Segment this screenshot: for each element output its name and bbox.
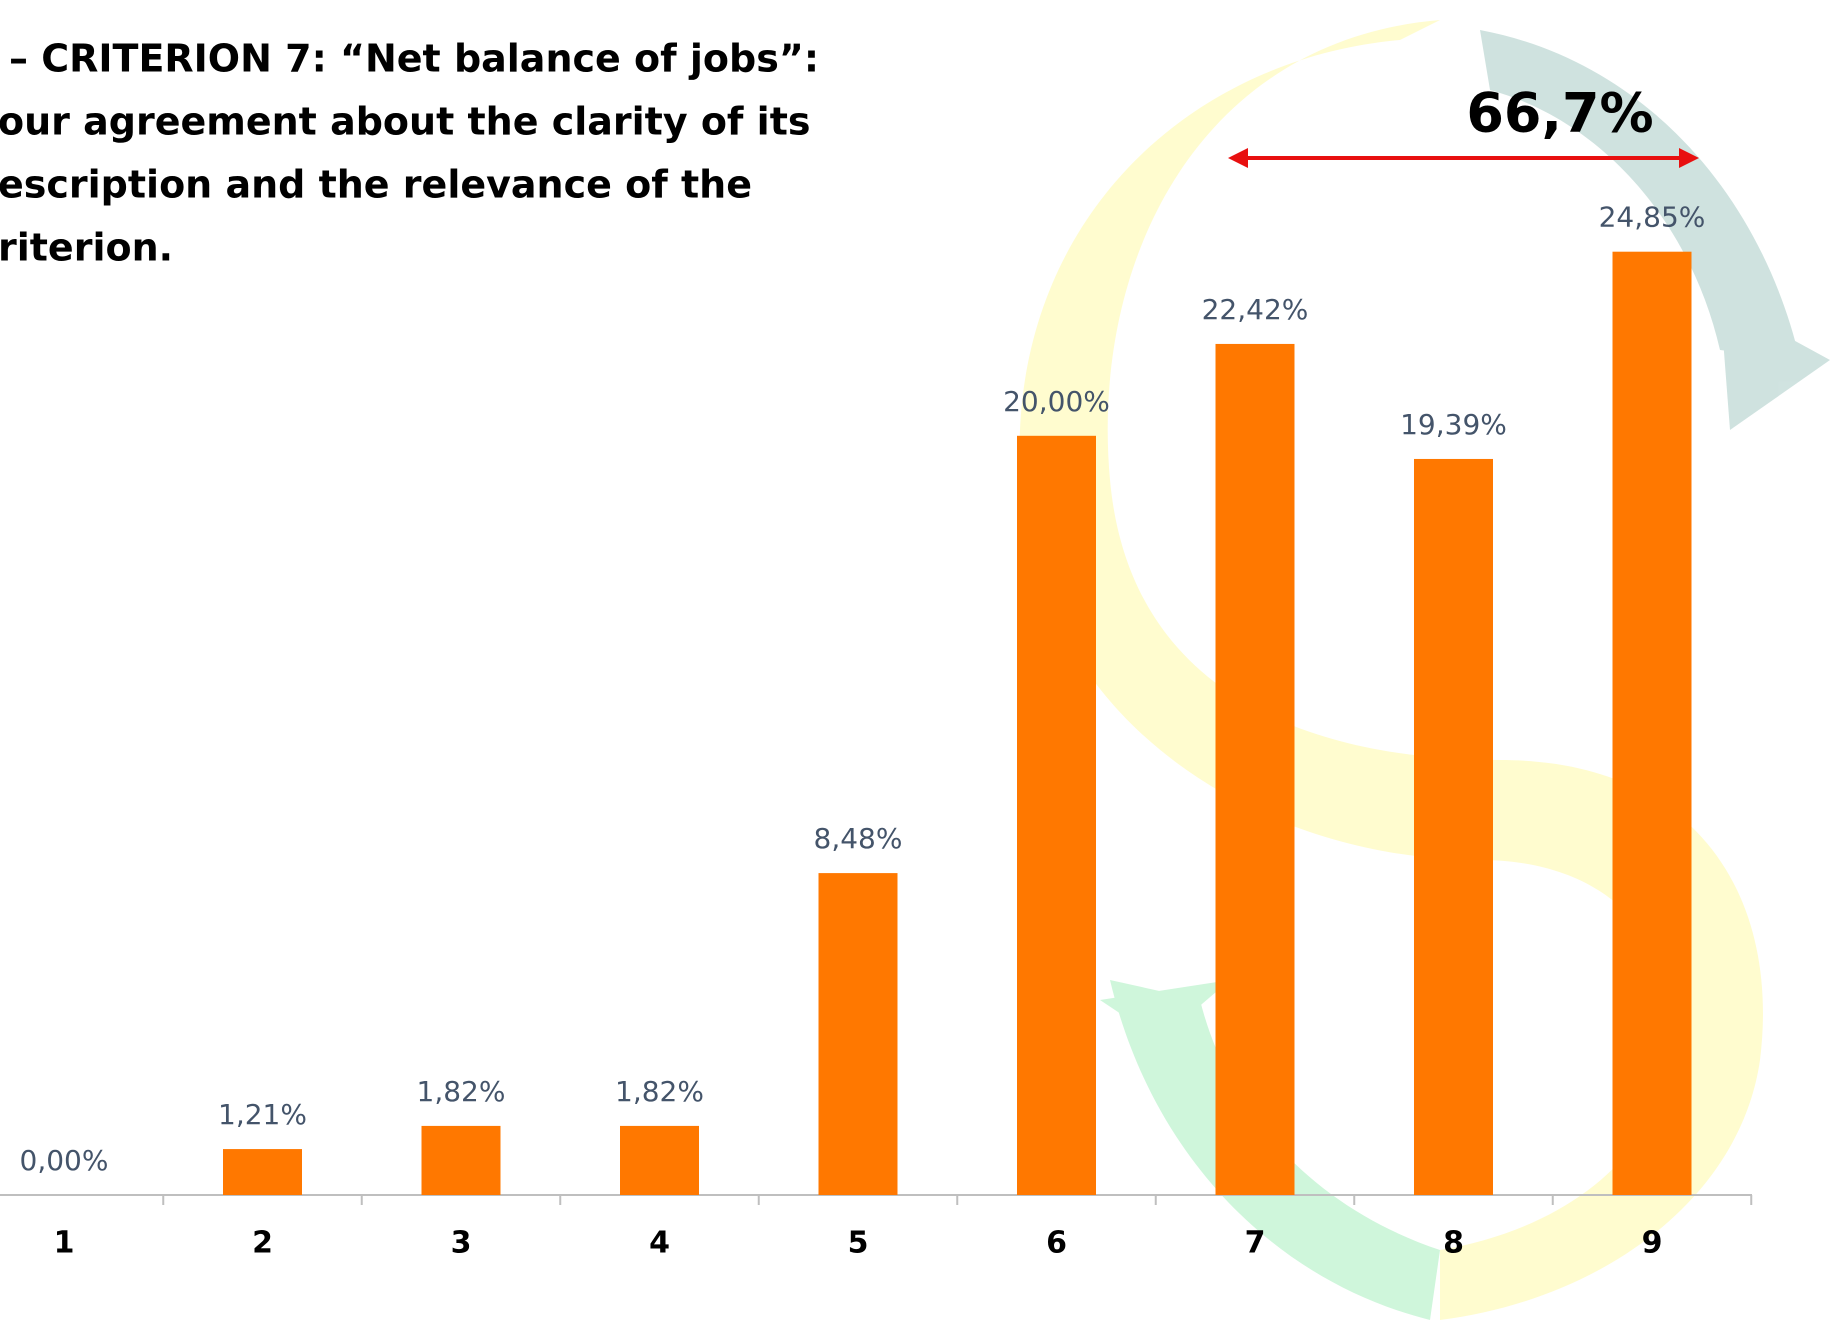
value-label: 0,00% xyxy=(20,1144,109,1177)
x-tick-label: 4 xyxy=(649,1226,670,1261)
bar xyxy=(818,873,898,1195)
annotation: 66,7% xyxy=(1466,82,1653,145)
bar xyxy=(1414,458,1493,1196)
x-tick-label: 5 xyxy=(848,1226,869,1261)
bar xyxy=(223,1149,302,1195)
title-line: riterion. xyxy=(0,226,173,270)
value-label: 24,85% xyxy=(1599,201,1706,234)
title-line: – CRITERION 7: “Net balance of jobs”: xyxy=(9,37,819,81)
x-tick-label: 7 xyxy=(1245,1226,1266,1261)
value-label: 1,21% xyxy=(218,1098,307,1131)
bar xyxy=(1017,435,1096,1195)
bar xyxy=(421,1125,501,1195)
x-tick-label: 6 xyxy=(1046,1226,1067,1261)
bar xyxy=(1215,343,1295,1196)
bar xyxy=(1612,251,1692,1196)
bar xyxy=(620,1125,699,1195)
value-label: 1,82% xyxy=(417,1075,506,1108)
value-label: 8,48% xyxy=(814,822,903,855)
value-label: 1,82% xyxy=(615,1075,704,1108)
x-tick-label: 3 xyxy=(451,1226,472,1261)
x-tick-label: 2 xyxy=(252,1226,273,1261)
plot-area: 0,00% 1 1,21% 2 1,82% 3 1,82% 4 8,48% 5 20,00% 6 22,… xyxy=(0,201,1753,1261)
title: – CRITERION 7: “Net balance of jobs”: our… xyxy=(0,37,819,270)
x-tick-label: 1 xyxy=(54,1226,75,1261)
x-tick-label: 9 xyxy=(1642,1226,1663,1261)
title-line: our agreement about the clarity of its xyxy=(0,100,811,144)
title-line: escription and the relevance of the xyxy=(0,163,752,207)
value-label: 22,42% xyxy=(1202,293,1309,326)
x-tick-label: 8 xyxy=(1443,1226,1464,1261)
value-label: 20,00% xyxy=(1003,385,1110,418)
value-label: 19,39% xyxy=(1400,408,1507,441)
